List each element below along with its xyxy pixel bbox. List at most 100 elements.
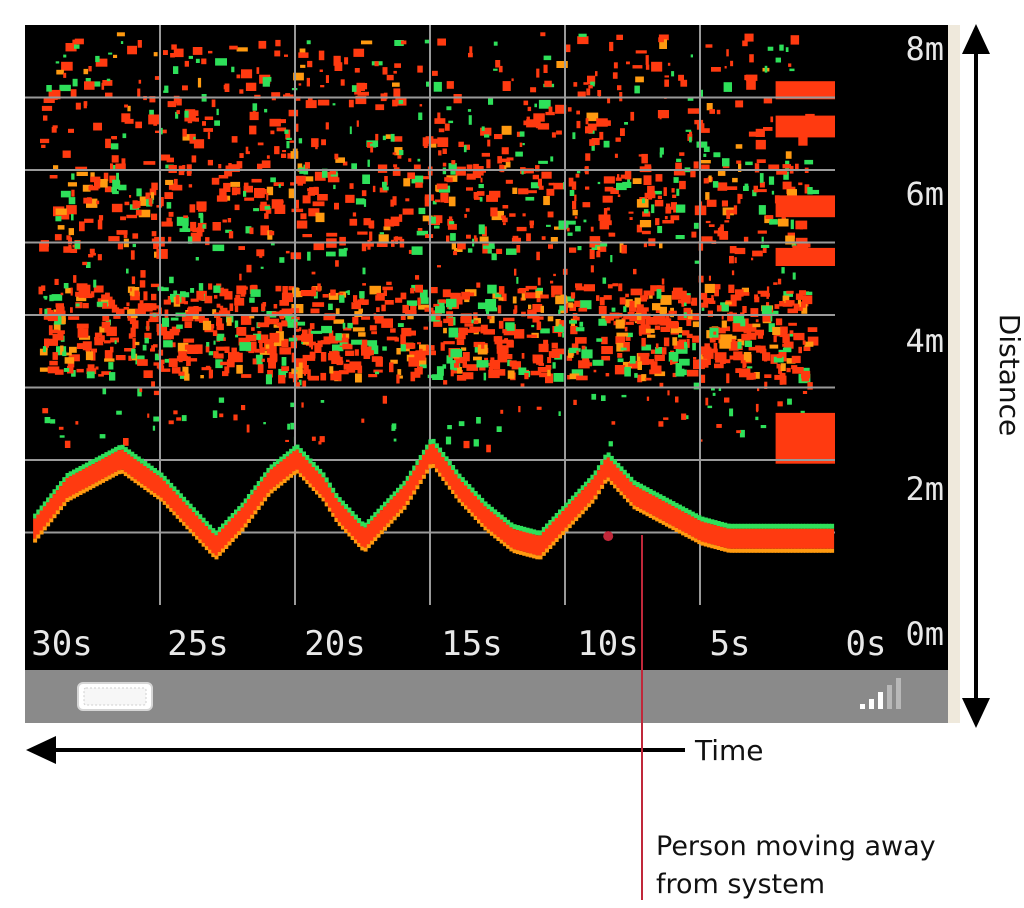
echo-speck <box>716 424 722 428</box>
track-edge <box>331 512 336 517</box>
echo-speck <box>578 33 587 37</box>
echo-speck <box>310 330 323 334</box>
echo-speck <box>701 292 708 300</box>
echo-speck <box>507 370 515 379</box>
track-edge <box>143 461 148 466</box>
echo-speck <box>259 350 272 355</box>
track-edge <box>451 490 456 494</box>
track-edge <box>590 499 595 504</box>
echo-speck <box>75 291 86 297</box>
echo-speck <box>184 321 192 328</box>
echo-speck <box>94 337 104 346</box>
track-edge <box>758 548 763 553</box>
echo-speck <box>176 110 180 115</box>
echo-speck <box>329 170 337 175</box>
echo-block <box>775 247 835 266</box>
echo-speck <box>227 218 232 223</box>
track-segment <box>558 514 562 535</box>
echo-speck <box>654 371 666 377</box>
echo-speck <box>502 205 509 209</box>
echo-speck <box>589 249 595 259</box>
echo-speck <box>474 346 479 353</box>
echo-speck <box>328 330 334 339</box>
echo-speck <box>56 69 64 75</box>
track-edge <box>603 479 608 484</box>
echo-speck <box>781 214 786 221</box>
track-edge <box>185 500 190 506</box>
track-edge <box>250 489 255 495</box>
echo-speck <box>773 335 777 343</box>
echo-speck <box>616 182 627 191</box>
echo-speck <box>761 305 772 316</box>
echo-speck <box>444 199 449 203</box>
track-segment <box>781 528 786 549</box>
echo-speck <box>170 317 179 321</box>
track-segment <box>94 462 99 483</box>
track-edge <box>104 452 109 458</box>
echo-speck <box>262 302 267 307</box>
track-edge <box>535 530 540 536</box>
echo-speck <box>164 192 174 199</box>
echo-speck <box>261 303 266 312</box>
track-edge <box>107 475 112 480</box>
track-edge <box>324 502 329 507</box>
echo-speck <box>181 415 187 422</box>
echo-speck <box>474 237 478 242</box>
echo-speck <box>589 243 596 248</box>
echo-speck <box>649 295 653 299</box>
echo-speck <box>216 323 222 330</box>
track-edge <box>169 507 174 512</box>
echo-speck <box>105 292 110 300</box>
echo-speck <box>321 325 332 334</box>
y-tick-label: 4m <box>905 322 944 360</box>
echo-speck <box>338 248 347 257</box>
track-edge <box>159 497 164 502</box>
echo-speck <box>639 307 649 312</box>
track-edge <box>642 510 647 515</box>
track-edge <box>736 523 741 529</box>
echo-speck <box>419 348 423 357</box>
track-segment <box>331 492 336 513</box>
track-segment <box>765 528 770 549</box>
track-edge <box>279 456 284 462</box>
echo-speck <box>711 67 721 72</box>
echo-speck <box>675 396 679 403</box>
track-edge <box>376 533 381 538</box>
echo-speck <box>343 363 354 370</box>
echo-speck <box>365 340 378 346</box>
echo-speck <box>300 64 306 68</box>
echo-speck <box>67 366 74 374</box>
track-edge <box>285 451 290 457</box>
echo-speck <box>526 334 537 338</box>
track-edge <box>214 555 219 560</box>
echo-speck <box>213 351 219 358</box>
echo-speck <box>706 199 717 207</box>
echo-speck <box>346 359 350 362</box>
echo-speck <box>63 368 70 372</box>
track-segment <box>441 457 446 477</box>
echo-speck <box>111 136 117 140</box>
echo-speck <box>463 145 467 153</box>
track-edge <box>107 450 112 456</box>
track-edge <box>587 503 592 508</box>
echo-speck <box>590 226 594 232</box>
echo-speck <box>195 257 199 261</box>
track-edge <box>668 524 673 529</box>
track-edge <box>593 470 598 476</box>
echo-speck <box>54 234 62 241</box>
echo-speck <box>54 314 65 325</box>
echo-speck <box>684 302 687 307</box>
echo-speck <box>43 97 55 103</box>
echo-speck <box>690 54 693 58</box>
track-segment <box>658 499 663 520</box>
echo-speck <box>748 131 757 137</box>
echo-speck <box>789 68 795 72</box>
echo-speck <box>566 355 573 361</box>
echo-speck <box>407 172 415 179</box>
echo-speck <box>336 355 341 363</box>
echo-speck <box>109 372 116 381</box>
echo-speck <box>110 163 114 170</box>
track-edge <box>340 500 345 506</box>
echo-speck <box>781 267 785 274</box>
echo-speck <box>307 191 315 196</box>
